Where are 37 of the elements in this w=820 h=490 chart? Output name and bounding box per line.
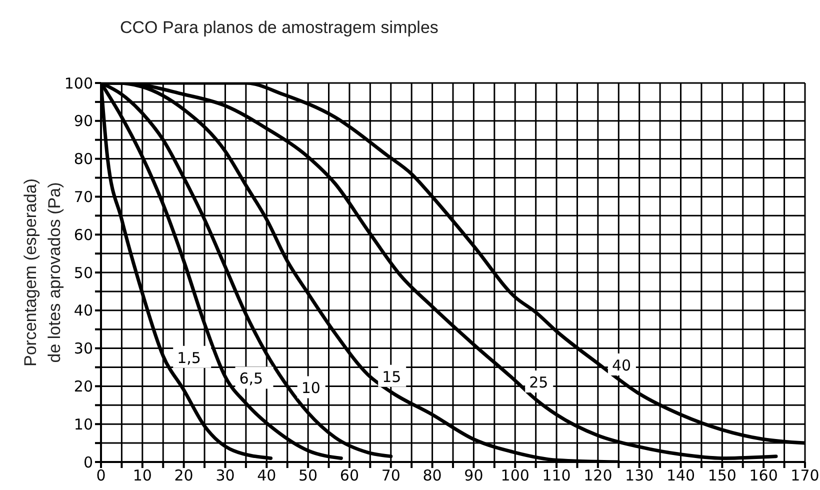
x-tick-label: 160 xyxy=(749,466,778,485)
series-label: 40 xyxy=(612,356,632,374)
y-tick-label: 70 xyxy=(74,188,93,206)
x-tick-label: 10 xyxy=(132,466,152,485)
x-tick-label: 80 xyxy=(422,466,442,485)
y-tick-label: 50 xyxy=(74,264,93,282)
y-tick-label: 20 xyxy=(74,378,93,396)
y-tick-label: 80 xyxy=(74,150,93,168)
x-tick-label: 150 xyxy=(708,466,736,485)
y-tick-label: 90 xyxy=(74,112,93,130)
x-tick-label: 20 xyxy=(174,466,194,485)
series-label: 25 xyxy=(529,374,548,392)
chart-title: CCO Para planos de amostragem simples xyxy=(120,18,438,38)
x-tick-label: 130 xyxy=(625,466,654,485)
y-tick-label: 40 xyxy=(74,302,93,320)
x-tick-label: 140 xyxy=(666,466,696,485)
x-tick-label: 60 xyxy=(340,466,360,485)
y-tick-label: 100 xyxy=(64,74,93,92)
x-tick-label: 110 xyxy=(542,466,571,485)
y-tick-label: 30 xyxy=(74,340,93,358)
series-label: 10 xyxy=(301,379,320,398)
series-label: 1,5 xyxy=(177,348,201,367)
x-tick-label: 170 xyxy=(790,466,820,485)
series-label: 6,5 xyxy=(239,370,264,388)
x-tick-label: 30 xyxy=(216,466,235,485)
y-tick-label: 60 xyxy=(74,226,93,244)
y-axis-title: Porcentagem (esperada) de lotes aprovados (Pa) xyxy=(21,178,64,367)
x-tick-label: 120 xyxy=(584,466,612,485)
y-tick-label: 10 xyxy=(74,415,93,434)
x-tick-label: 40 xyxy=(257,466,276,485)
x-tick-label: 50 xyxy=(298,466,318,485)
y-tick-label: 0 xyxy=(83,453,93,472)
series-label: 15 xyxy=(382,368,402,386)
x-tick-label: 0 xyxy=(96,466,106,485)
x-tick-label: 70 xyxy=(381,466,400,485)
x-tick-label: 90 xyxy=(464,466,484,485)
x-tick-label: 100 xyxy=(500,466,530,485)
